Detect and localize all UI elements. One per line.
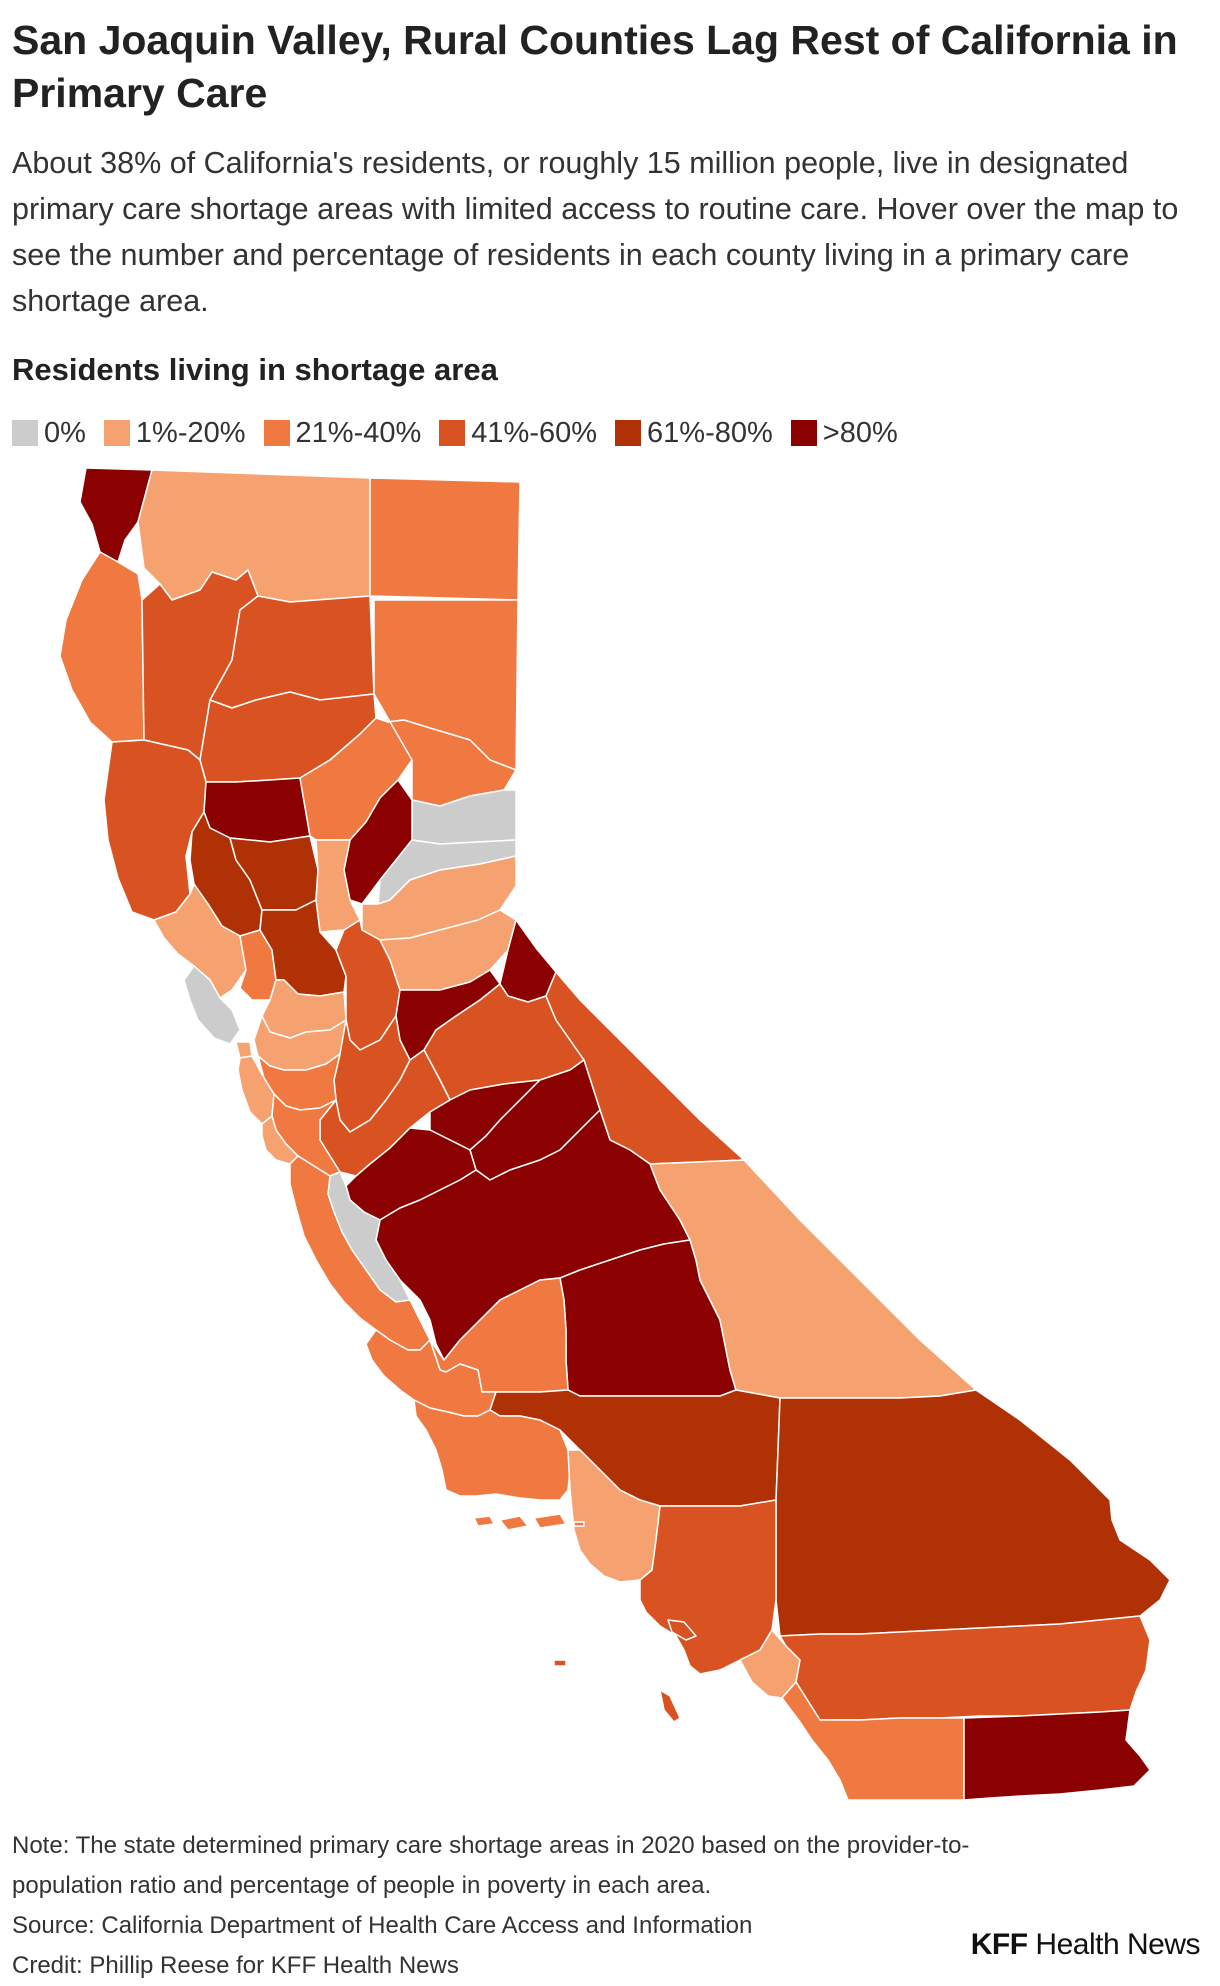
kff-health-news-logo[interactable]: KFF Health News (970, 1928, 1201, 1962)
legend-item-0: 0% (12, 417, 86, 450)
legend-item-21-40: 21%-40% (263, 416, 422, 450)
legend-label-61-80: 61%-80% (647, 416, 773, 449)
county-san-francisco[interactable] (235, 1041, 253, 1059)
legend-label-0: 0% (44, 416, 86, 449)
legend-label-21-40: 21%-40% (295, 416, 422, 449)
county-san-bernardino[interactable] (775, 1389, 1171, 1637)
county-mendocino[interactable] (103, 739, 207, 921)
logo-kff: KFF (970, 1928, 1028, 1961)
legend-item-61-80: 61%-80% (615, 417, 773, 450)
county-san-diego[interactable] (781, 1681, 965, 1800)
county-modoc[interactable] (369, 477, 521, 601)
legend-swatch-0 (12, 420, 38, 446)
description: About 38% of California's residents, or … (12, 146, 1179, 318)
header: San Joaquin Valley, Rural Counties Lag R… (12, 14, 1202, 324)
legend-title: Residents living in shortage area (12, 352, 498, 387)
legend-label-41-60: 41%-60% (471, 416, 598, 449)
footer: Note: The state determined primary care … (12, 1826, 1012, 1986)
legend-item-41-60: 41%-60% (439, 417, 597, 450)
county-humboldt[interactable] (59, 551, 145, 743)
california-county-map[interactable] (0, 460, 1220, 1800)
county-siskiyou[interactable] (137, 469, 371, 603)
page-title: San Joaquin Valley, Rural Counties Lag R… (12, 17, 1178, 116)
county-monterey[interactable] (289, 1155, 431, 1351)
island-san-miguel[interactable] (473, 1515, 495, 1527)
island-san-nicolas[interactable] (553, 1659, 567, 1667)
legend-label-1-20: 1%-20% (135, 416, 246, 449)
legend-swatch-over-80 (790, 420, 817, 446)
legend-label-over-80: >80% (822, 416, 898, 449)
legend-swatch-1-20 (103, 420, 130, 446)
legend-swatch-41-60 (439, 420, 466, 446)
county-marin[interactable] (183, 965, 241, 1045)
island-anacapa[interactable] (573, 1521, 585, 1527)
county-imperial[interactable] (963, 1709, 1151, 1800)
logo-health-news: Health News (1027, 1928, 1200, 1961)
footer-note: Note: The state determined primary care … (12, 1832, 970, 1899)
county-santa-barbara[interactable] (413, 1399, 571, 1501)
footer-credit: Credit: Phillip Reese for KFF Health New… (12, 1952, 459, 1979)
footer-source: Source: California Department of Health … (12, 1912, 753, 1939)
legend-item-1-20: 1%-20% (103, 416, 246, 450)
legend-swatch-61-80 (615, 420, 642, 446)
legend-swatch-21-40 (263, 420, 290, 446)
county-los-angeles[interactable] (639, 1499, 777, 1675)
legend-item-over-80: >80% (790, 416, 898, 450)
island-san-clemente[interactable] (659, 1689, 681, 1723)
island-santa-cruz[interactable] (533, 1513, 567, 1529)
legend: 0% 1%-20% 21%-40% 41%-60% 61%-80% >80% (12, 413, 916, 453)
island-catalina[interactable] (667, 1619, 697, 1641)
island-santa-rosa[interactable] (499, 1515, 529, 1531)
